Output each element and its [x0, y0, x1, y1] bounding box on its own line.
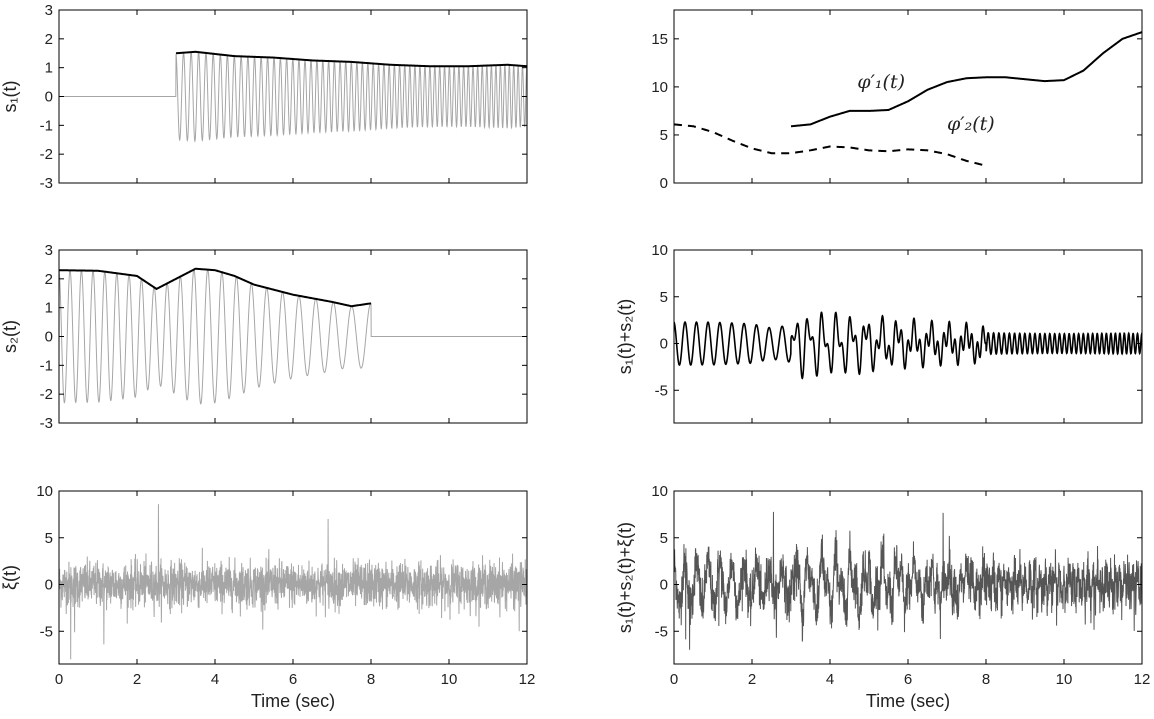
y-tick-label: -5 — [40, 623, 53, 640]
x-tick-label: 0 — [670, 671, 678, 688]
y-tick-label: 5 — [45, 530, 53, 547]
panel-s2: -3 -2 -1 0 1 2 3 s₂(t) — [0, 242, 528, 432]
plot-area — [674, 311, 1142, 380]
y-tick-label: -2 — [40, 386, 53, 403]
y-axis-label: s₁(t) — [0, 80, 20, 112]
panel-total: -5 0 5 10 0 2 4 6 8 10 12 s₁(t)+s₂(t)+ξ(t) Time (sec… — [615, 483, 1150, 711]
y-tick-label: 2 — [45, 271, 53, 288]
plot-area — [674, 511, 1142, 650]
x-tick-label: 10 — [441, 671, 458, 688]
y-tick-label: 5 — [660, 530, 668, 547]
y-tick-label: 3 — [45, 242, 53, 259]
y-tick-label: 10 — [651, 483, 668, 500]
y-tick-label: 5 — [660, 127, 668, 144]
y-axis-label: ξ(t) — [0, 565, 20, 590]
x-axis-label: Time (sec) — [866, 691, 950, 711]
series-phase-derivatives-1 — [674, 123, 987, 167]
x-tick-label: 4 — [211, 671, 219, 688]
x-tick-label: 2 — [133, 671, 141, 688]
y-tick-label: 1 — [45, 60, 53, 77]
panel-phase-derivatives: 0 5 10 15 φ′₁(t) φ′₂(t) — [651, 9, 1143, 192]
y-tick-label: 0 — [660, 336, 668, 353]
y-tick-label: -1 — [40, 357, 53, 374]
y-tick-label: 0 — [45, 577, 53, 594]
y-tick-label: 10 — [36, 483, 53, 500]
axes-frame — [673, 9, 1143, 184]
y-tick-label: -5 — [655, 382, 668, 399]
plot-area — [59, 504, 527, 660]
y-tick-label: 0 — [660, 175, 668, 192]
annotation-label: φ′₁(t) — [857, 71, 905, 93]
y-tick-label: -1 — [40, 117, 53, 134]
y-tick-label: 2 — [45, 31, 53, 48]
x-tick-label: 4 — [826, 671, 834, 688]
y-tick-label: 0 — [45, 329, 53, 346]
y-tick-label: 0 — [660, 577, 668, 594]
plot-area — [59, 50, 527, 143]
panel-s1: -3 -2 -1 0 1 2 3 s₁(t) — [0, 2, 528, 192]
annotation-label: φ′₂(t) — [947, 113, 995, 135]
panel-s1-plus-s2: -5 0 5 10 s₁(t)+s₂(t) — [615, 242, 1143, 424]
x-axis-label: Time (sec) — [251, 691, 335, 711]
y-tick-label: 10 — [651, 79, 668, 96]
y-tick-label: -2 — [40, 146, 53, 163]
y-tick-label: -3 — [40, 415, 53, 432]
plot-area — [674, 31, 1142, 167]
y-tick-label: 3 — [45, 2, 53, 19]
y-tick-label: 1 — [45, 300, 53, 317]
series-phase-derivatives-0 — [790, 31, 1142, 128]
panel-noise: -5 0 5 10 0 2 4 6 8 10 12 ξ(t) Time (sec) — [0, 483, 535, 711]
x-tick-label: 6 — [289, 671, 297, 688]
y-axis-label: s₂(t) — [0, 320, 20, 353]
series-noise-0 — [59, 504, 527, 660]
y-tick-label: -5 — [655, 623, 668, 640]
y-axis-label: s₁(t)+s₂(t)+ξ(t) — [615, 522, 635, 633]
y-tick-label: 5 — [660, 289, 668, 306]
y-tick-label: -3 — [40, 175, 53, 192]
x-tick-label: 8 — [367, 671, 375, 688]
y-axis-label: s₁(t)+s₂(t) — [615, 299, 635, 375]
y-tick-label: 0 — [45, 89, 53, 106]
series-total-0 — [674, 511, 1142, 650]
x-tick-label: 6 — [904, 671, 912, 688]
x-tick-label: 2 — [748, 671, 756, 688]
x-tick-label: 0 — [55, 671, 63, 688]
y-tick-label: 15 — [651, 31, 668, 48]
x-tick-label: 10 — [1056, 671, 1073, 688]
series-s2-0 — [59, 268, 527, 405]
x-tick-label: 12 — [1134, 671, 1151, 688]
series-s1-1 — [175, 50, 527, 68]
y-tick-label: 10 — [651, 242, 668, 259]
axes-frame — [673, 249, 1143, 424]
series-s1-plus-s2-0 — [674, 311, 1142, 380]
plot-area — [59, 267, 527, 405]
x-tick-label: 8 — [982, 671, 990, 688]
x-tick-label: 12 — [519, 671, 536, 688]
series-s2-1 — [59, 267, 372, 308]
